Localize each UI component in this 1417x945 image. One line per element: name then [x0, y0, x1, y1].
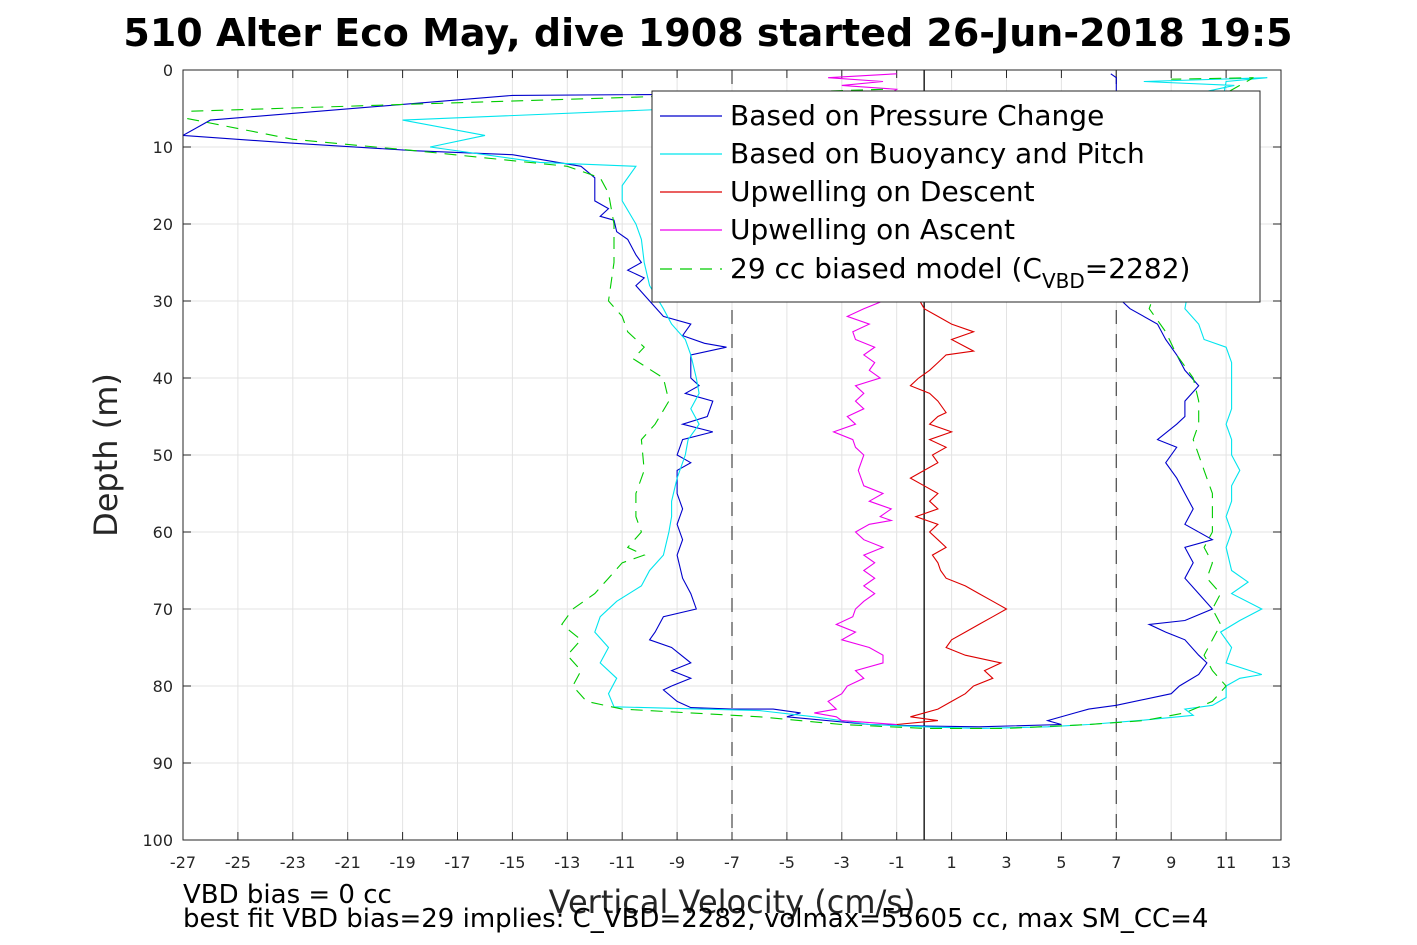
- y-tick-label: 100: [142, 831, 173, 850]
- y-tick-label: 10: [153, 138, 173, 157]
- chart-title: 510 Alter Eco May, dive 1908 started 26-…: [123, 11, 1292, 55]
- y-tick-labels: 0 10 20 30 40 50 60 70 80 90 100: [142, 61, 173, 850]
- x-axis-label: Vertical Velocity (cm/s): [549, 883, 916, 921]
- legend-label-buoyancy: Based on Buoyancy and Pitch: [730, 137, 1145, 170]
- x-tick-label: -27: [170, 853, 196, 872]
- legend-label-ascent: Upwelling on Ascent: [730, 213, 1015, 246]
- x-tick-label: -5: [779, 853, 795, 872]
- legend-box: [651, 90, 1261, 303]
- x-tick-label: -9: [669, 853, 685, 872]
- x-tick-label: 5: [1056, 853, 1066, 872]
- legend-label-model: 29 cc biased model (CVBD=2282): [730, 252, 1190, 293]
- x-tick-label: -23: [280, 853, 306, 872]
- y-tick-label: 40: [153, 369, 173, 388]
- x-tick-label: 1: [947, 853, 957, 872]
- x-tick-label: -17: [444, 853, 470, 872]
- y-tick-label: 20: [153, 215, 173, 234]
- y-axis-label: Depth (m): [87, 373, 125, 537]
- x-tick-label: -1: [889, 853, 905, 872]
- y-tick-label: 60: [153, 523, 173, 542]
- series-line-2: [814, 131, 1008, 726]
- x-tick-label: -25: [225, 853, 251, 872]
- x-tick-label: -11: [609, 853, 635, 872]
- y-tick-label: 90: [153, 754, 173, 773]
- legend-model-sub: VBD: [1042, 269, 1085, 293]
- x-tick-label: 3: [1001, 853, 1011, 872]
- series-line-3: [814, 73, 899, 726]
- x-tick-label: -19: [390, 853, 416, 872]
- y-tick-label: 80: [153, 677, 173, 696]
- x-tick-label: -7: [724, 853, 740, 872]
- x-tick-label: -3: [834, 853, 850, 872]
- legend-model-tail: =2282): [1085, 252, 1191, 285]
- legend-label-pressure: Based on Pressure Change: [730, 99, 1104, 132]
- series-line-1: [402, 77, 1268, 729]
- x-tick-label: -15: [499, 853, 525, 872]
- plot-frame: [182, 69, 1282, 841]
- x-tick-label: 9: [1166, 853, 1176, 872]
- x-tick-label: 13: [1271, 853, 1291, 872]
- x-tick-label: -13: [554, 853, 580, 872]
- best-fit-note: best fit VBD bias=29 implies: C_VBD=2282…: [183, 904, 1208, 934]
- x-tick-label: 11: [1216, 853, 1236, 872]
- legend: Based on Pressure Change Based on Buoyan…: [651, 90, 1261, 303]
- y-tick-label: 30: [153, 292, 173, 311]
- x-tick-labels: -27 -25 -23 -21 -19 -17 -15 -13 -11 -9 -7 -5 -3 -1 1 3 5…: [170, 853, 1291, 872]
- x-tick-label: 7: [1111, 853, 1121, 872]
- y-tick-label: 50: [153, 446, 173, 465]
- y-tick-label: 0: [163, 61, 173, 80]
- series-layer: [183, 73, 1268, 729]
- y-tick-label: 70: [153, 600, 173, 619]
- series-line-4: [183, 77, 1254, 729]
- x-tick-label: -21: [335, 853, 361, 872]
- legend-label-descent: Upwelling on Descent: [730, 175, 1035, 208]
- legend-model-main: 29 cc biased model (C: [730, 252, 1042, 285]
- vbd-bias-note: VBD bias = 0 cc: [183, 880, 392, 910]
- series-line-0: [183, 73, 1214, 728]
